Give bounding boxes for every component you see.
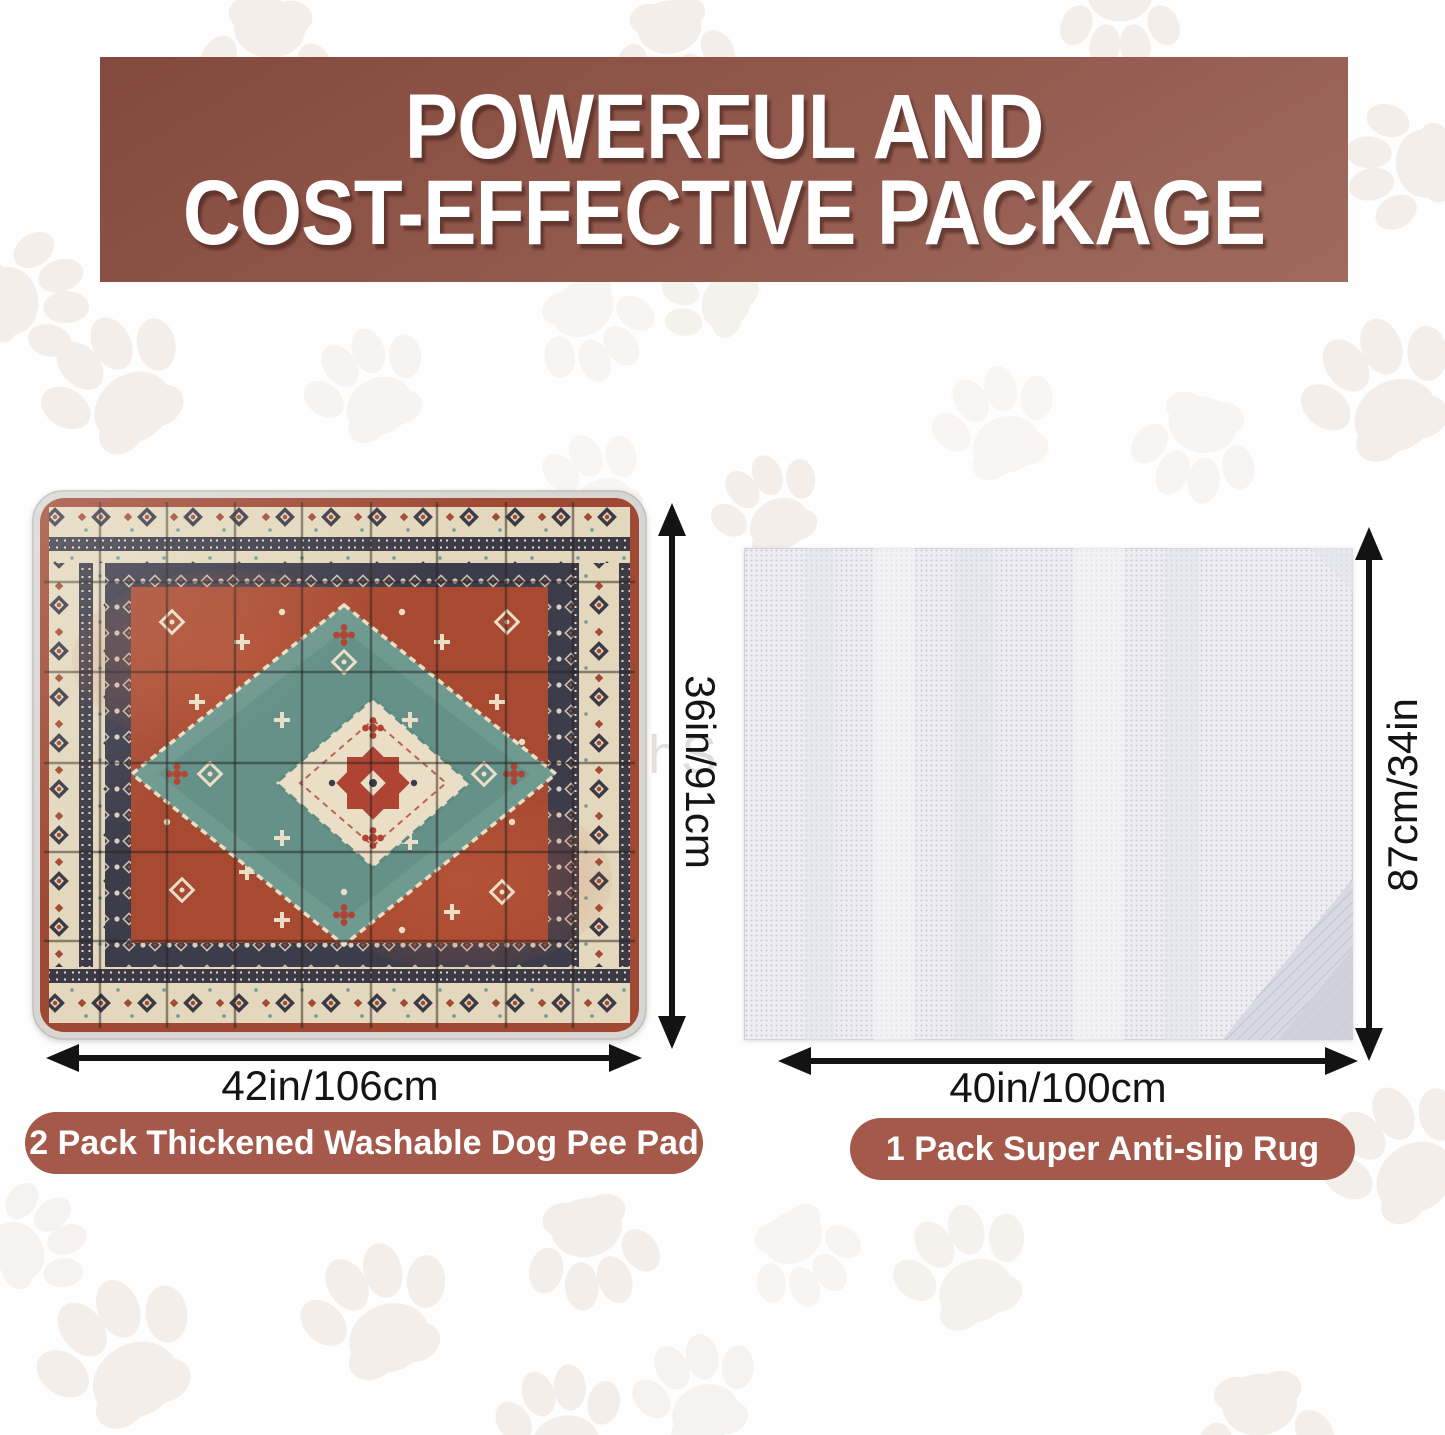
banner-title-line1: POWERFUL AND <box>404 75 1045 178</box>
watermark-text: hS <box>648 725 721 785</box>
pee-pad-width-label: 42in/106cm <box>221 1062 439 1109</box>
anti-slip-rug-caption-pill: 1 Pack Super Anti-slip Rug <box>850 1118 1355 1180</box>
pee-pad-height-label: 36in/91cm <box>677 675 724 869</box>
pee-pad-width-arrow <box>46 1044 642 1072</box>
banner-title-line2: COST-EFFECTIVE PACKAGE <box>182 161 1266 264</box>
anti-slip-rug-product-image <box>744 548 1353 1040</box>
anti-slip-rug-width-label: 40in/100cm <box>949 1064 1167 1111</box>
pee-pad-height-arrow <box>658 503 686 1049</box>
anti-slip-rug-width-arrow <box>778 1047 1358 1075</box>
anti-slip-rug-caption-text: 1 Pack Super Anti-slip Rug <box>885 1129 1320 1168</box>
pee-pad-caption-pill: 2 Pack Thickened Washable Dog Pee Pad <box>25 1112 703 1174</box>
pee-pad-product-image <box>32 490 647 1040</box>
header-banner: POWERFUL AND COST-EFFECTIVE PACKAGE <box>100 57 1348 282</box>
anti-slip-rug-height-label: 87cm/34in <box>1379 698 1426 892</box>
pee-pad-caption-text: 2 Pack Thickened Washable Dog Pee Pad <box>29 1123 699 1162</box>
anti-slip-rug-height-arrow <box>1355 527 1383 1061</box>
